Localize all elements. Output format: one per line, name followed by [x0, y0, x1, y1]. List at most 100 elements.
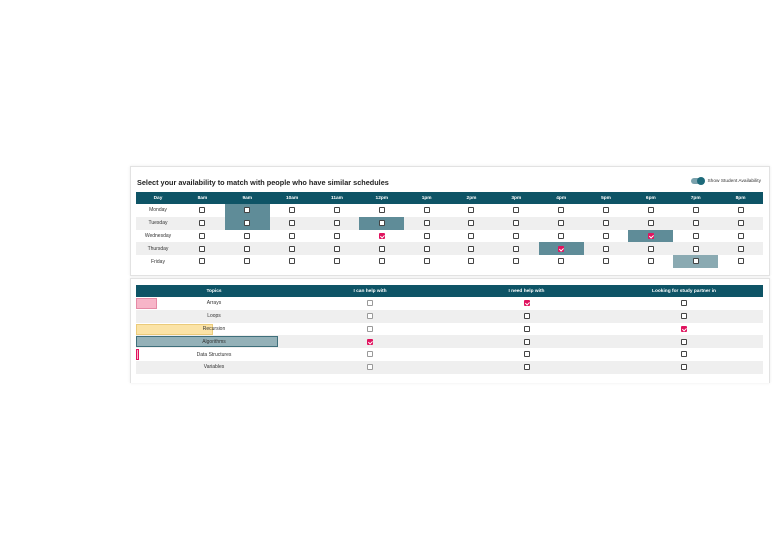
availability-checkbox[interactable]: [513, 207, 520, 214]
availability-checkbox[interactable]: [378, 232, 385, 239]
can-help-checkbox[interactable]: [367, 351, 373, 358]
can-help-header: I can help with: [292, 285, 448, 297]
availability-checkbox[interactable]: [737, 220, 744, 227]
availability-checkbox[interactable]: [244, 232, 251, 239]
availability-checkbox[interactable]: [513, 220, 520, 227]
need-help-checkbox[interactable]: [523, 364, 530, 371]
availability-checkbox[interactable]: [603, 232, 610, 239]
topics-header: Topics: [136, 285, 292, 297]
availability-checkbox[interactable]: [513, 245, 520, 252]
slot-cell: [494, 230, 539, 243]
availability-checkbox[interactable]: [468, 220, 475, 227]
availability-checkbox[interactable]: [558, 220, 565, 227]
availability-checkbox[interactable]: [647, 207, 654, 214]
availability-checkbox[interactable]: [603, 258, 610, 265]
availability-checkbox[interactable]: [423, 220, 430, 227]
availability-checkbox[interactable]: [333, 220, 340, 227]
partner-checkbox[interactable]: [681, 351, 687, 358]
availability-checkbox[interactable]: [333, 207, 340, 214]
availability-checkbox[interactable]: [378, 207, 385, 214]
slot-cell: [315, 204, 360, 217]
availability-checkbox[interactable]: [558, 207, 565, 214]
partner-checkbox[interactable]: [681, 325, 687, 332]
partner-checkbox[interactable]: [681, 338, 687, 345]
availability-checkbox[interactable]: [378, 245, 385, 252]
availability-checkbox[interactable]: [737, 245, 744, 252]
availability-checkbox[interactable]: [289, 232, 296, 239]
availability-checkbox[interactable]: [513, 258, 520, 265]
can-help-checkbox[interactable]: [367, 313, 373, 320]
availability-checkbox[interactable]: [513, 232, 520, 239]
slot-cell: [314, 216, 360, 230]
availability-checkbox[interactable]: [378, 258, 385, 265]
availability-checkbox[interactable]: [289, 207, 296, 214]
availability-checkbox[interactable]: [289, 220, 296, 227]
availability-checkbox[interactable]: [333, 258, 340, 265]
availability-checkbox[interactable]: [244, 207, 251, 214]
topic-row: Loops: [136, 309, 763, 323]
availability-checkbox[interactable]: [199, 245, 206, 252]
availability-checkbox[interactable]: [692, 245, 699, 252]
need-help-checkbox[interactable]: [523, 325, 530, 332]
topic-interest-bar: [136, 298, 158, 309]
can-help-checkbox[interactable]: [367, 325, 373, 332]
availability-checkbox[interactable]: [647, 220, 654, 227]
availability-checkbox[interactable]: [692, 258, 699, 265]
partner-checkbox[interactable]: [681, 364, 687, 371]
availability-checkbox[interactable]: [468, 232, 475, 239]
need-help-checkbox[interactable]: [523, 313, 530, 320]
availability-checkbox[interactable]: [289, 245, 296, 252]
availability-checkbox[interactable]: [423, 207, 430, 214]
availability-checkbox[interactable]: [423, 245, 430, 252]
need-help-checkbox[interactable]: [523, 300, 530, 307]
slot-cell: [224, 242, 270, 256]
availability-checkbox[interactable]: [378, 220, 385, 227]
availability-checkbox[interactable]: [737, 258, 744, 265]
availability-checkbox[interactable]: [244, 245, 251, 252]
availability-checkbox[interactable]: [558, 258, 565, 265]
availability-checkbox[interactable]: [603, 207, 610, 214]
availability-checkbox[interactable]: [692, 207, 699, 214]
can-help-checkbox[interactable]: [367, 300, 373, 307]
slot-cell: [628, 255, 673, 268]
availability-checkbox[interactable]: [558, 232, 565, 239]
availability-checkbox[interactable]: [468, 245, 475, 252]
can-help-checkbox[interactable]: [367, 364, 373, 371]
availability-checkbox[interactable]: [244, 258, 251, 265]
slot-cell: [225, 255, 270, 268]
availability-checkbox[interactable]: [333, 232, 340, 239]
can-help-checkbox[interactable]: [367, 338, 373, 345]
availability-checkbox[interactable]: [333, 245, 340, 252]
partner-header: Looking for study partner in: [605, 285, 763, 297]
availability-checkbox[interactable]: [647, 245, 654, 252]
availability-checkbox[interactable]: [199, 220, 206, 227]
slot-cell: [224, 216, 270, 230]
slot-cell: [404, 242, 450, 256]
need-help-checkbox[interactable]: [523, 351, 530, 358]
availability-checkbox[interactable]: [737, 232, 744, 239]
availability-checkbox[interactable]: [199, 207, 206, 214]
availability-checkbox[interactable]: [468, 258, 475, 265]
availability-checkbox[interactable]: [603, 245, 610, 252]
schedule-table: Day 8am 9am 10am 11am 12pm 1pm 2pm 3pm 4pm 5pm 6pm…: [136, 192, 763, 268]
availability-checkbox[interactable]: [423, 258, 430, 265]
availability-checkbox[interactable]: [289, 258, 296, 265]
availability-checkbox[interactable]: [692, 220, 699, 227]
partner-checkbox[interactable]: [681, 300, 687, 307]
availability-checkbox[interactable]: [647, 258, 654, 265]
availability-checkbox[interactable]: [423, 232, 430, 239]
availability-checkbox[interactable]: [692, 232, 699, 239]
availability-checkbox[interactable]: [603, 220, 610, 227]
availability-checkbox[interactable]: [737, 207, 744, 214]
availability-checkbox[interactable]: [199, 258, 206, 265]
topic-name: Data Structures: [196, 351, 232, 358]
availability-checkbox[interactable]: [468, 207, 475, 214]
availability-checkbox[interactable]: [647, 232, 654, 239]
student-availability-toggle[interactable]: [691, 177, 706, 185]
partner-checkbox[interactable]: [681, 313, 687, 320]
availability-checkbox[interactable]: [244, 220, 251, 227]
slot-cell: [225, 230, 270, 243]
availability-checkbox[interactable]: [199, 232, 206, 239]
need-help-checkbox[interactable]: [523, 338, 530, 345]
availability-checkbox[interactable]: [558, 245, 565, 252]
